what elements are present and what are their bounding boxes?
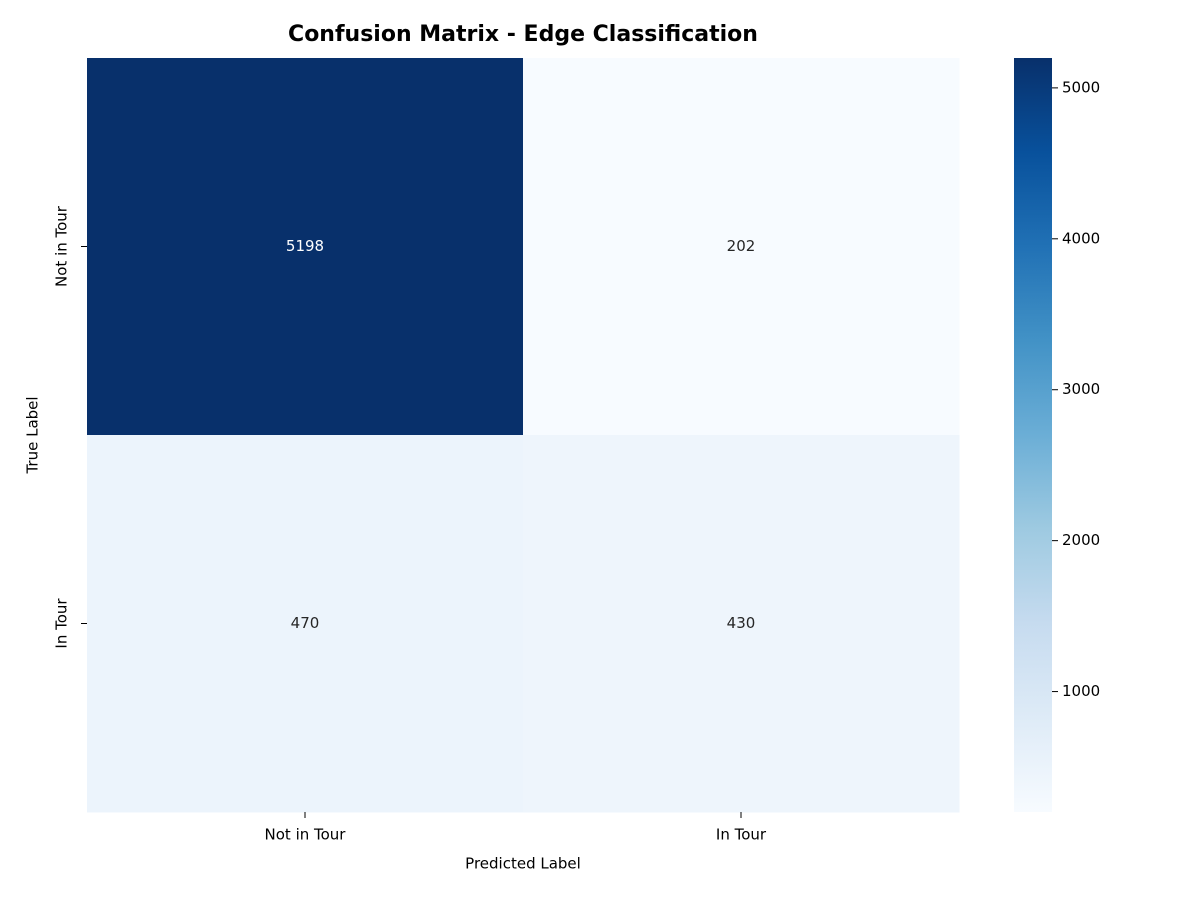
chart-title: Confusion Matrix - Edge Classification [288, 22, 758, 47]
y-tick-label: Not in Tour [53, 205, 71, 287]
heatmap-cell [87, 58, 524, 436]
cell-annotation: 202 [727, 237, 756, 255]
cell-annotation: 470 [291, 614, 320, 632]
x-tick-label: In Tour [716, 826, 767, 844]
cell-annotation: 430 [727, 614, 756, 632]
colorbar-tick-label: 1000 [1062, 682, 1100, 700]
x-axis-label: Predicted Label [465, 855, 581, 873]
x-tick-label: Not in Tour [265, 826, 347, 844]
heatmap-cell [523, 435, 960, 813]
y-axis-label: True Label [24, 396, 42, 474]
y-tick-label: In Tour [53, 598, 71, 649]
heatmap-cell [523, 58, 960, 436]
colorbar-tick-label: 5000 [1062, 78, 1100, 96]
heatmap-cell [87, 435, 524, 813]
colorbar-tick-label: 2000 [1062, 531, 1100, 549]
colorbar-tick-label: 3000 [1062, 380, 1100, 398]
colorbar-tick-label: 4000 [1062, 229, 1100, 247]
colorbar [1014, 58, 1052, 812]
cell-annotation: 5198 [286, 237, 324, 255]
